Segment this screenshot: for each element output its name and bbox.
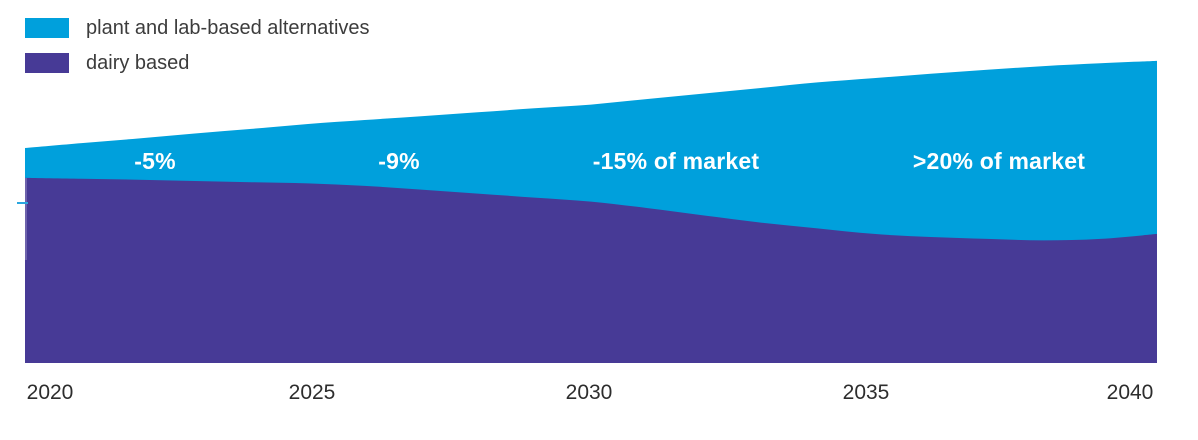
annotation-minus-5-pct: -5%: [134, 148, 176, 174]
x-tick-2030: 2030: [565, 381, 613, 404]
legend-item-alternatives: plant and lab-based alternatives: [25, 18, 370, 38]
legend-label-alternatives: plant and lab-based alternatives: [86, 17, 370, 39]
dairy-area: [25, 177, 1157, 363]
x-tick-2040: 2040: [1106, 381, 1154, 404]
legend-swatch-alternatives: [25, 18, 69, 38]
x-tick-2025: 2025: [288, 381, 336, 404]
legend-label-dairy: dairy based: [86, 52, 190, 74]
annotation-minus-9-pct: -9%: [378, 148, 420, 174]
annotation-minus-15-pct-of-market: -15% of market: [592, 148, 760, 174]
x-tick-2020: 2020: [26, 381, 74, 404]
annotation-over-20-pct-of-market: >20% of market: [912, 148, 1086, 174]
x-tick-2035: 2035: [842, 381, 890, 404]
legend-item-dairy: dairy based: [25, 53, 370, 73]
chart-legend: plant and lab-based alternatives dairy b…: [25, 18, 370, 73]
legend-swatch-dairy: [25, 53, 69, 73]
